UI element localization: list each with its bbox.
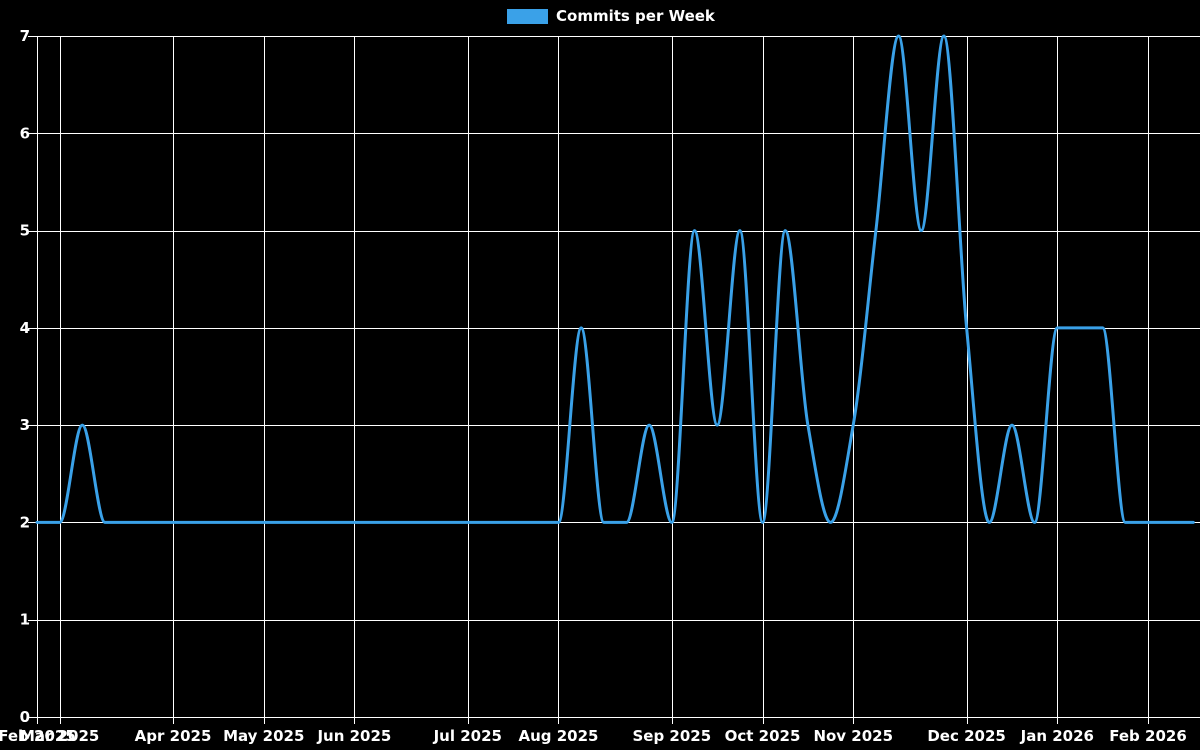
x-tick-label: Sep 2025 [633, 727, 712, 745]
x-tick-label: Apr 2025 [135, 727, 212, 745]
x-tick-label: Nov 2025 [813, 727, 893, 745]
legend-swatch [507, 9, 548, 24]
x-tick-label: Oct 2025 [725, 727, 801, 745]
x-tick-label: Feb 2025 [0, 727, 76, 745]
x-tick-label: Jun 2025 [316, 727, 391, 745]
y-tick-label: 5 [20, 222, 30, 240]
commits-series-line [35, 34, 1195, 524]
y-tick-label: 4 [20, 319, 30, 337]
x-tick-label: Jul 2025 [433, 727, 502, 745]
y-tick-label: 7 [20, 27, 30, 45]
x-tick-label: Jan 2026 [1020, 727, 1094, 745]
x-tick-label: Feb 2026 [1109, 727, 1187, 745]
y-tick-label: 6 [20, 124, 30, 142]
x-tick-label: May 2025 [223, 727, 304, 745]
x-tick-label: Aug 2025 [518, 727, 598, 745]
y-tick-label: 1 [20, 611, 30, 629]
x-tick-label: Mar 2025 [20, 727, 99, 745]
x-tick-label: Dec 2025 [927, 727, 1006, 745]
legend-label: Commits per Week [556, 7, 715, 25]
y-tick-label: 3 [20, 416, 30, 434]
y-tick-label: 2 [20, 513, 30, 531]
y-tick-label: 0 [20, 708, 30, 726]
chart-legend: Commits per Week [507, 8, 715, 25]
